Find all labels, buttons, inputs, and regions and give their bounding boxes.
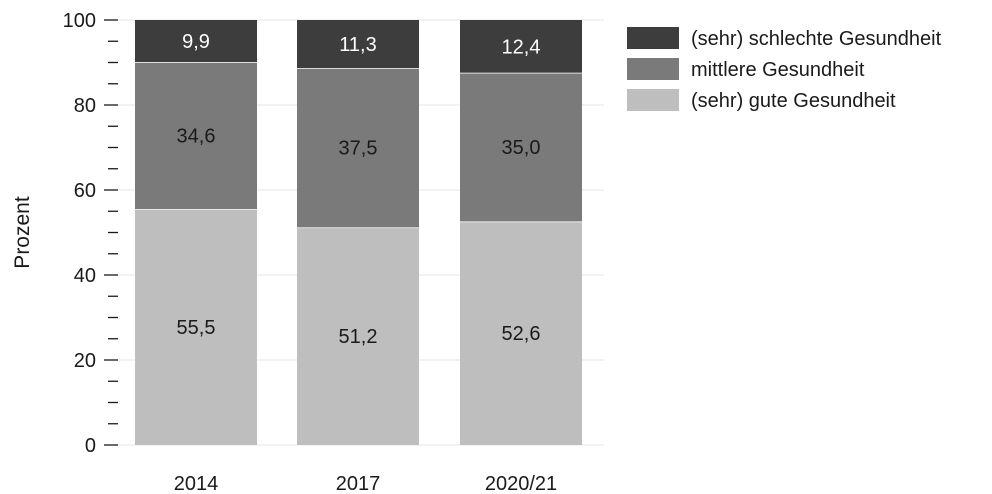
y-tick-label: 60 bbox=[74, 180, 96, 202]
legend-swatch bbox=[627, 89, 679, 111]
bar-value-label: 35,0 bbox=[502, 137, 541, 159]
y-tick-label: 20 bbox=[74, 350, 96, 372]
bar-value-label: 9,9 bbox=[182, 31, 210, 53]
legend: (sehr) schlechte Gesundheit mittlere Gesu… bbox=[627, 27, 942, 112]
bar-segment bbox=[135, 209, 257, 445]
y-tick-label: 100 bbox=[63, 10, 96, 32]
legend-label: (sehr) gute Gesundheit bbox=[691, 90, 896, 112]
bars: 55,5 34,6 9,9 51,2 37,5 11,3 52,6 35,0 12,4 bbox=[135, 20, 582, 445]
bar-value-label: 12,4 bbox=[502, 36, 541, 58]
bar-segment bbox=[135, 62, 257, 210]
y-tick-label: 0 bbox=[85, 435, 96, 457]
bar-segment bbox=[460, 221, 582, 445]
legend-swatch bbox=[627, 58, 679, 80]
x-tick-label: 2014 bbox=[174, 473, 219, 494]
y-tick-label: 40 bbox=[74, 265, 96, 287]
x-tick-label: 2020/21 bbox=[485, 473, 557, 494]
y-tick-label: 80 bbox=[74, 95, 96, 117]
legend-label: (sehr) schlechte Gesundheit bbox=[691, 28, 942, 50]
bar-value-label: 34,6 bbox=[177, 126, 216, 148]
legend-swatch bbox=[627, 27, 679, 49]
bar-segment bbox=[297, 68, 419, 228]
bar-value-label: 51,2 bbox=[339, 326, 378, 348]
y-axis: 0 20 40 60 80 100 bbox=[63, 10, 118, 457]
legend-label: mittlere Gesundheit bbox=[691, 59, 865, 81]
bar-segment bbox=[460, 72, 582, 222]
bar-value-label: 55,5 bbox=[177, 317, 216, 339]
bar-value-label: 37,5 bbox=[339, 138, 378, 160]
bar-segment bbox=[297, 227, 419, 445]
bar-value-label: 11,3 bbox=[339, 34, 376, 56]
y-axis-title: Prozent bbox=[11, 196, 34, 269]
x-axis-labels: 2014 2017 2020/21 bbox=[174, 473, 557, 494]
bar-segment bbox=[135, 20, 257, 63]
bar-segment bbox=[297, 20, 419, 69]
bar-value-label: 52,6 bbox=[502, 323, 541, 345]
bar-segment bbox=[460, 20, 582, 73]
x-tick-label: 2017 bbox=[336, 473, 381, 494]
